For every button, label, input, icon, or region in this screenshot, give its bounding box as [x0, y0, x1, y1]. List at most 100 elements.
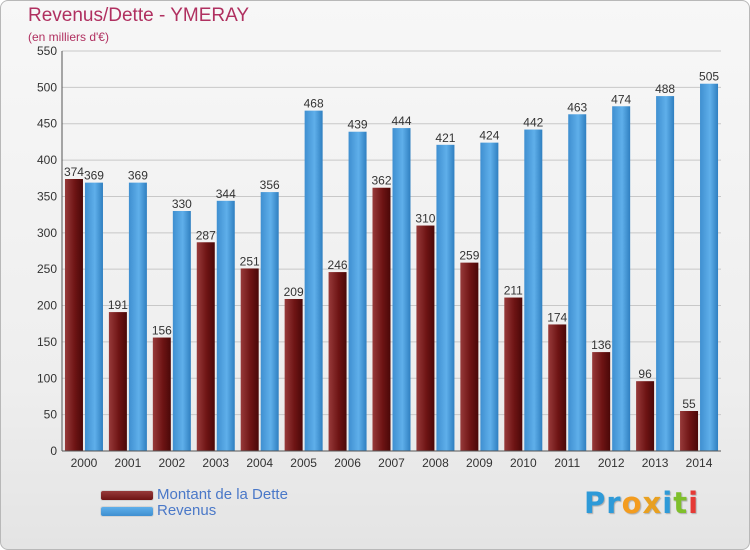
- bar-revenue-2012: [612, 106, 631, 451]
- y-tick-label: 0: [50, 444, 57, 458]
- data-label-revenue-2010: 442: [523, 116, 543, 130]
- bar-revenue-2002: [172, 211, 191, 451]
- logo-letter: x: [642, 486, 663, 520]
- data-label-debt-2011: 174: [547, 310, 567, 324]
- data-label-revenue-2011: 463: [567, 100, 587, 114]
- bar-debt-2014: [680, 411, 699, 451]
- data-label-revenue-2014: 505: [699, 70, 719, 84]
- y-tick-label: 500: [37, 80, 57, 94]
- x-tick-label: 2010: [510, 456, 537, 470]
- bar-revenue-2000: [84, 182, 103, 452]
- bar-debt-2007: [372, 187, 391, 451]
- legend-label-revenue: Revenus: [157, 502, 217, 519]
- bar-debt-2001: [108, 312, 127, 451]
- bar-revenue-2009: [480, 142, 499, 452]
- x-tick-label: 2013: [642, 456, 669, 470]
- bar-revenue-2004: [260, 192, 279, 451]
- logo-letter: i: [688, 486, 700, 520]
- bar-revenue-2013: [656, 96, 675, 451]
- x-tick-label: 2000: [71, 456, 98, 470]
- y-tick-label: 450: [37, 117, 57, 131]
- bar-debt-2003: [196, 242, 215, 451]
- logo-letter: i: [662, 486, 674, 520]
- y-tick-label: 150: [37, 335, 57, 349]
- logo-letter: P: [584, 486, 607, 520]
- data-label-debt-2002: 156: [152, 324, 172, 338]
- y-tick-label: 50: [44, 408, 58, 422]
- legend-swatch-debt: [101, 491, 153, 500]
- data-label-debt-2014: 55: [682, 397, 696, 411]
- x-tick-label: 2003: [202, 456, 229, 470]
- data-label-revenue-2009: 424: [479, 129, 499, 143]
- logo-letter: t: [673, 486, 689, 520]
- bar-debt-2013: [636, 381, 655, 451]
- data-label-debt-2001: 191: [108, 298, 128, 312]
- x-tick-label: 2011: [554, 456, 580, 470]
- data-label-revenue-2002: 330: [172, 197, 192, 211]
- y-tick-label: 350: [37, 189, 57, 203]
- x-tick-label: 2006: [334, 456, 361, 470]
- data-label-debt-2007: 362: [371, 174, 391, 188]
- data-label-revenue-2013: 488: [655, 82, 675, 96]
- bar-debt-2002: [152, 337, 171, 451]
- proxiti-logo: Proxiti: [584, 486, 699, 520]
- data-label-debt-2013: 96: [638, 367, 652, 381]
- bar-revenue-2001: [128, 182, 147, 452]
- bar-revenue-2010: [524, 129, 543, 451]
- bar-debt-2000: [64, 179, 83, 451]
- x-tick-label: 2004: [246, 456, 273, 470]
- bar-revenue-2006: [348, 131, 367, 451]
- x-tick-label: 2008: [422, 456, 449, 470]
- bar-revenue-2014: [700, 83, 719, 452]
- data-label-revenue-2006: 439: [348, 118, 368, 132]
- bar-debt-2010: [504, 297, 523, 451]
- data-label-revenue-2007: 444: [391, 114, 411, 128]
- data-label-revenue-2003: 344: [216, 187, 236, 201]
- x-tick-label: 2002: [158, 456, 185, 470]
- data-label-debt-2006: 246: [328, 258, 348, 272]
- bar-debt-2009: [460, 262, 479, 451]
- data-label-debt-2003: 287: [196, 228, 216, 242]
- data-label-debt-2005: 209: [284, 285, 304, 299]
- bar-revenue-2011: [568, 114, 587, 451]
- bar-revenue-2005: [304, 110, 323, 452]
- logo-letter: r: [606, 486, 622, 520]
- bar-debt-2005: [284, 299, 303, 451]
- x-tick-label: 2001: [115, 456, 142, 470]
- legend-swatch-revenue: [101, 507, 153, 516]
- legend-label-debt: Montant de la Dette: [157, 486, 288, 503]
- data-label-revenue-2012: 474: [611, 92, 631, 106]
- bar-debt-2012: [592, 352, 611, 451]
- data-label-revenue-2000: 369: [84, 169, 104, 183]
- x-tick-label: 2009: [466, 456, 493, 470]
- data-label-debt-2010: 211: [504, 284, 523, 298]
- data-label-revenue-2008: 421: [435, 131, 455, 145]
- data-label-debt-2008: 310: [415, 212, 435, 226]
- data-label-revenue-2005: 468: [304, 97, 324, 111]
- bar-debt-2006: [328, 272, 347, 451]
- y-tick-label: 300: [37, 226, 57, 240]
- data-label-revenue-2004: 356: [260, 178, 280, 192]
- x-tick-label: 2014: [686, 456, 713, 470]
- y-tick-label: 250: [37, 262, 57, 276]
- data-label-debt-2004: 251: [240, 254, 260, 268]
- logo-letter: o: [621, 486, 643, 520]
- y-tick-label: 100: [37, 371, 57, 385]
- bar-revenue-2008: [436, 144, 455, 451]
- bar-debt-2004: [240, 268, 259, 451]
- data-label-debt-2000: 374: [64, 165, 84, 179]
- x-tick-label: 2005: [290, 456, 317, 470]
- chart-subtitle: (en milliers d'€): [28, 30, 109, 44]
- y-tick-label: 550: [37, 44, 57, 58]
- y-tick-label: 200: [37, 299, 57, 313]
- y-tick-label: 400: [37, 153, 57, 167]
- data-label-debt-2009: 259: [459, 249, 479, 263]
- x-tick-label: 2007: [378, 456, 405, 470]
- x-tick-label: 2012: [598, 456, 625, 470]
- chart-title: Revenus/Dette - YMERAY: [28, 5, 250, 26]
- bar-revenue-2003: [216, 200, 235, 451]
- data-label-revenue-2001: 369: [128, 169, 148, 183]
- data-label-debt-2012: 136: [591, 338, 611, 352]
- bar-debt-2011: [548, 324, 567, 451]
